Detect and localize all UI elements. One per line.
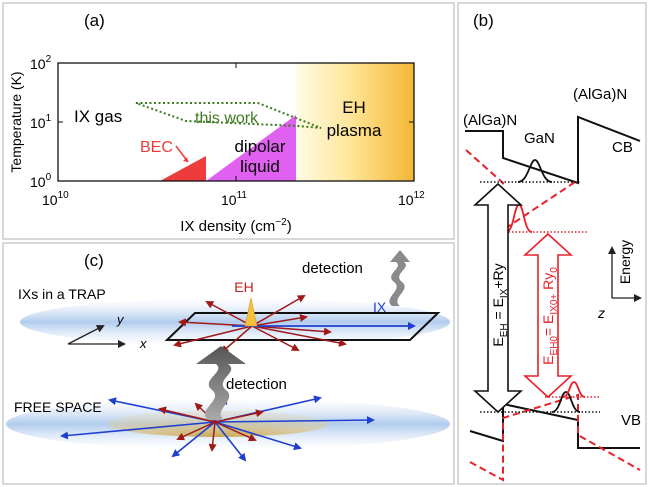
trap-haze xyxy=(20,298,450,346)
eh-label: EH xyxy=(234,279,253,295)
x-axis-label: IX density (cm−2) xyxy=(180,217,291,235)
gan-label: GaN xyxy=(524,130,555,147)
x-tick-label-1e12: 1012 xyxy=(398,190,425,208)
energy-label: Energy xyxy=(617,240,633,284)
y-tick-label-100: 102 xyxy=(30,54,52,72)
y-tick-label-1: 100 xyxy=(30,172,52,190)
detection-arrow-bottom xyxy=(196,346,246,420)
this-work-label: this work xyxy=(195,110,259,127)
ix-gas-label: IX gas xyxy=(74,107,122,126)
dipolar-liquid-region xyxy=(206,115,296,181)
panel-b-label: (b) xyxy=(473,11,494,30)
xy-axis-y xyxy=(67,325,105,345)
trap-label: IXs in a TRAP xyxy=(18,286,106,302)
eh-spike xyxy=(244,297,258,327)
vb-label: VB xyxy=(621,412,641,429)
hole-wavefunction-red xyxy=(562,381,586,398)
dipolar-label-2: liquid xyxy=(240,157,280,176)
panel-a-label: (a) xyxy=(84,11,105,30)
bec-region xyxy=(160,156,206,181)
panel-c-label: (c) xyxy=(84,251,104,270)
y-tick-label-10: 101 xyxy=(30,113,52,131)
valence-band-flat xyxy=(469,393,641,482)
x-tick-label-1e10: 1010 xyxy=(42,190,69,208)
detection-arrow-top xyxy=(389,250,410,306)
eh-plasma-label-1: EH xyxy=(342,98,366,117)
detection-label-top: detection xyxy=(302,260,363,277)
eh-energy-equation: EEH = EIX+Ry xyxy=(490,263,510,346)
trap-outline xyxy=(164,312,441,341)
eh-energy-arrow xyxy=(472,182,524,414)
this-work-region xyxy=(135,102,322,129)
axis-y-label: y xyxy=(116,312,125,327)
y-axis-label: Temperature (K) xyxy=(8,71,24,172)
electron-wavefunction-black xyxy=(517,159,553,183)
hole-wavefunction-black xyxy=(551,391,581,413)
eh-plasma-region xyxy=(296,63,414,181)
dipolar-label-1: dipolar xyxy=(234,137,285,156)
z-label: z xyxy=(597,305,605,321)
bec-label: BEC xyxy=(140,139,173,156)
free-space-emission-arrows xyxy=(60,395,375,462)
algan-left-label: (AlGa)N xyxy=(463,112,517,129)
eh0-energy-equation: EEH0= EIX0+ Ry0 xyxy=(540,267,560,365)
bec-pointer-head xyxy=(183,157,188,162)
x-tick-label-1e11: 1011 xyxy=(221,190,247,208)
panel-a-frame xyxy=(2,2,455,240)
ix-label: IX xyxy=(373,299,387,315)
conduction-band-flat xyxy=(465,149,579,232)
detection-label-bottom: detection xyxy=(226,376,287,393)
axis-x-label: x xyxy=(139,336,147,351)
eh-plasma-label-2: plasma xyxy=(327,121,382,140)
plot-a-ticks xyxy=(57,62,415,182)
eh0-energy-arrow xyxy=(522,232,574,399)
free-space-label: FREE SPACE xyxy=(14,399,102,415)
panel-c-frame xyxy=(2,242,455,485)
cb-label: CB xyxy=(612,139,633,156)
panel-b-frame xyxy=(457,2,647,485)
algan-right-label: (AlGa)N xyxy=(573,86,627,103)
